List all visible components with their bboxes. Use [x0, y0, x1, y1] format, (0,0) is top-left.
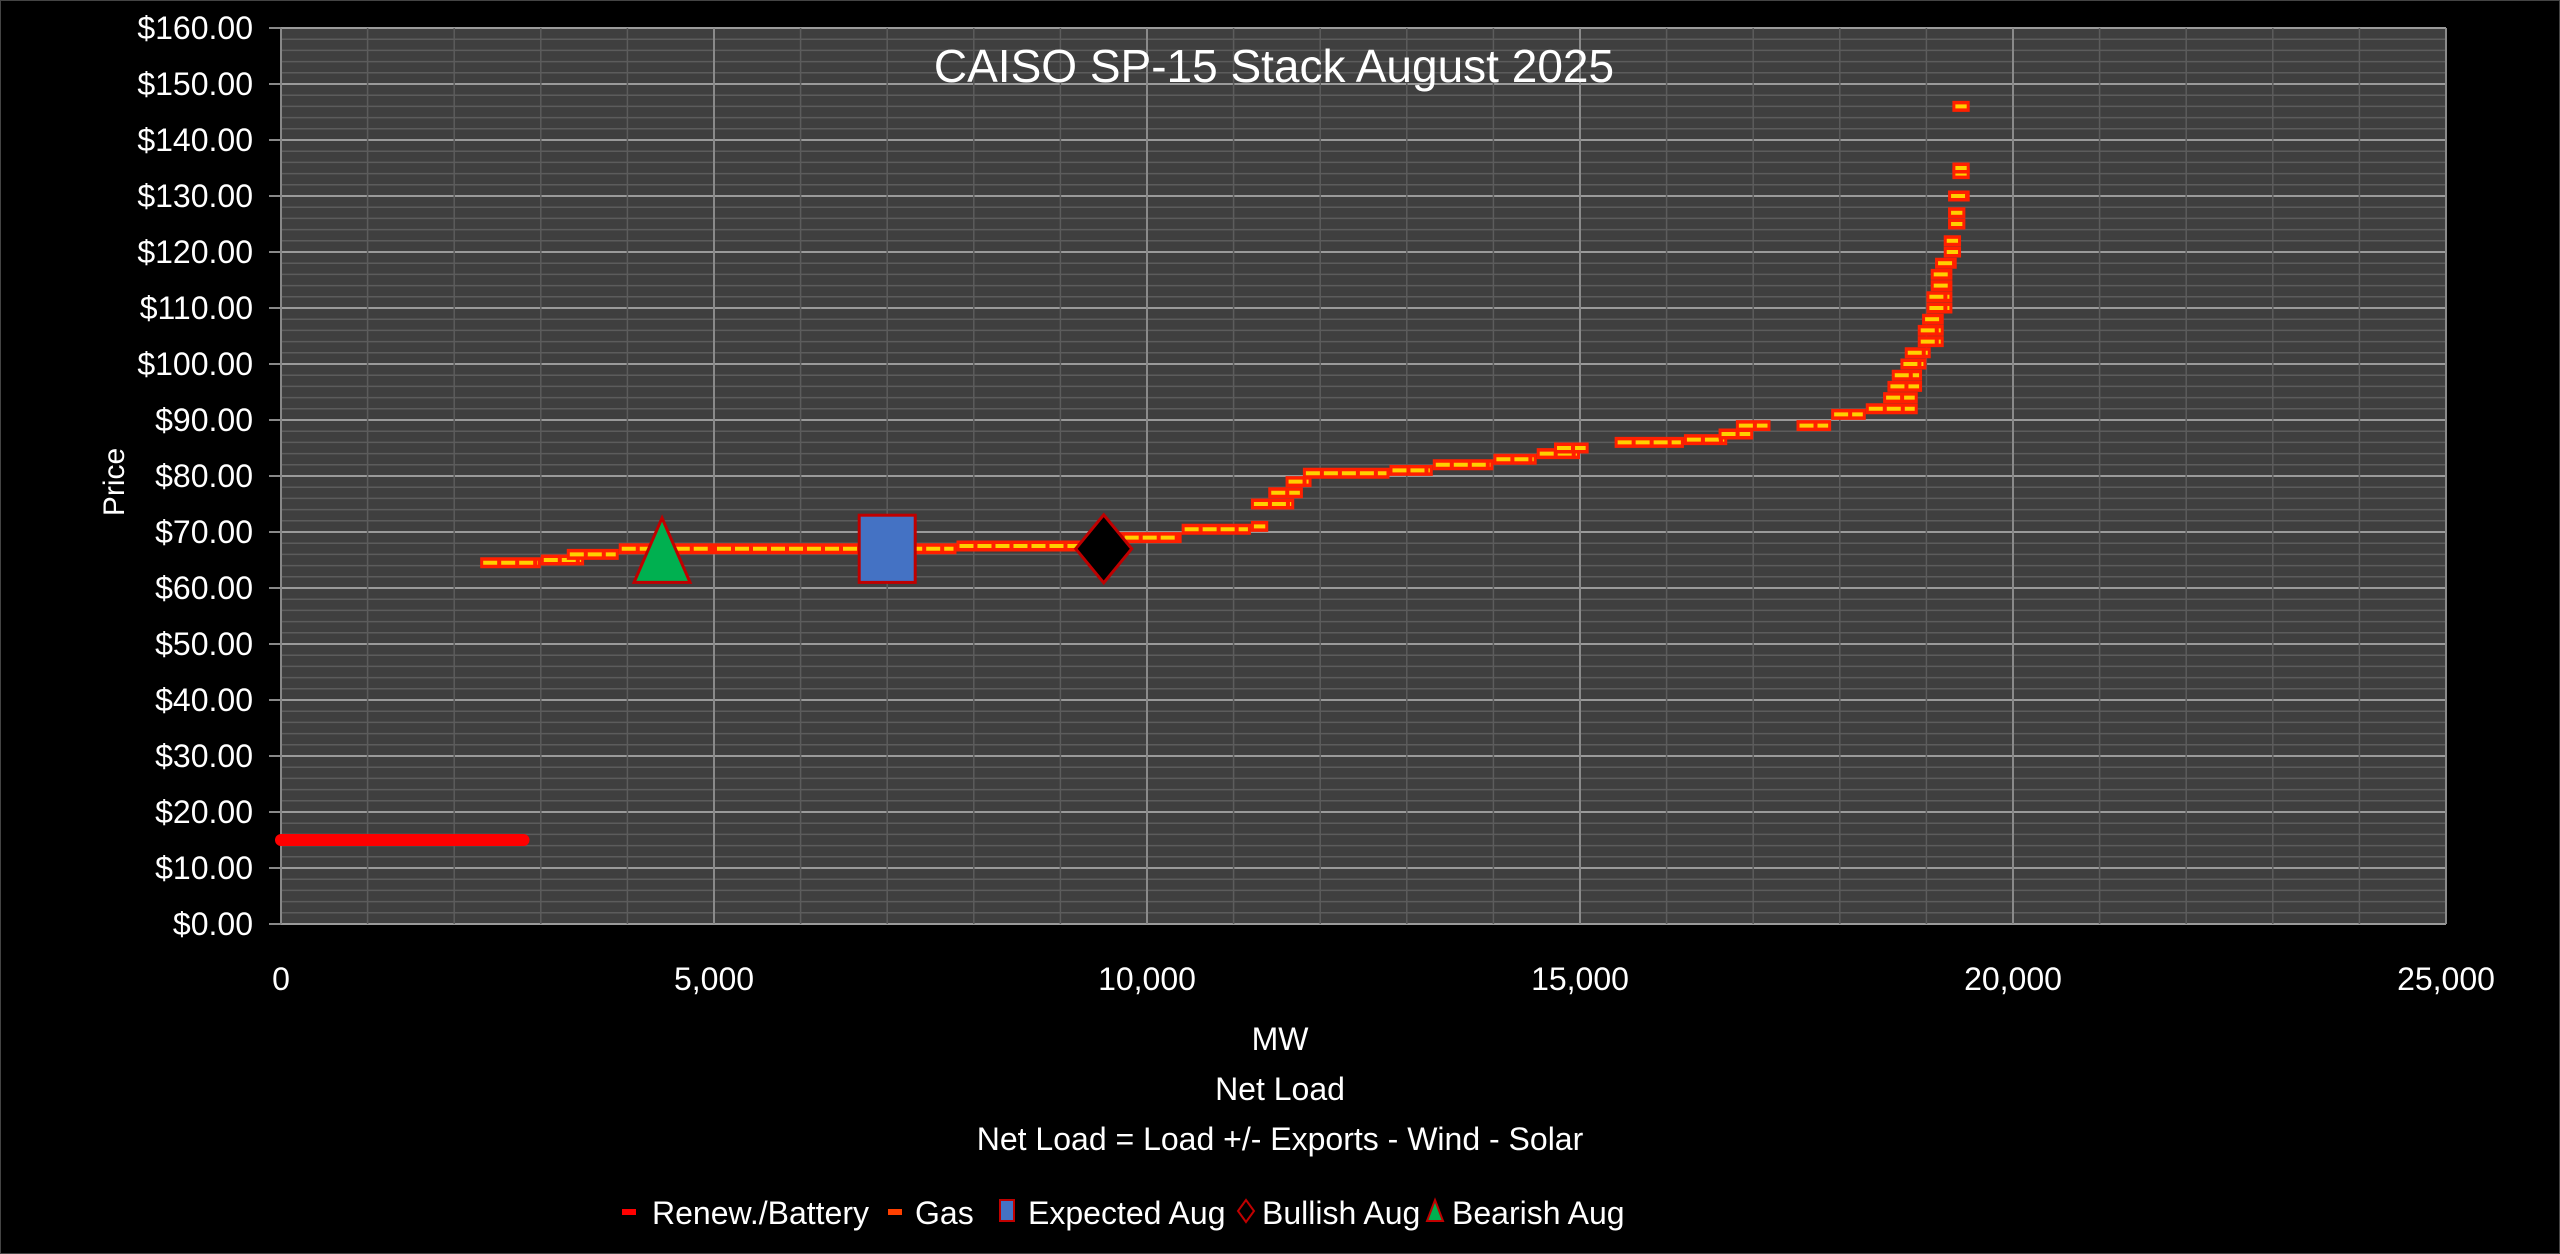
legend-gas-swatch	[888, 1209, 902, 1215]
y-tick-label: $140.00	[137, 122, 253, 158]
x-axis-label-net-load: Net Load	[1215, 1071, 1345, 1107]
y-tick-label: $80.00	[155, 458, 253, 494]
tick-labels: $0.00 $10.00 $20.00 $30.00 $40.00 $50.00 $60.0…	[137, 10, 2495, 997]
y-tick-label: $110.00	[140, 290, 253, 326]
legend-renew-label: Renew./Battery	[652, 1195, 869, 1231]
y-tick-label: $60.00	[155, 570, 253, 606]
x-tick-label: 5,000	[674, 961, 754, 997]
y-tick-label: $10.00	[155, 850, 253, 886]
y-tick-label: $90.00	[155, 402, 253, 438]
y-tick-label: $150.00	[137, 66, 253, 102]
y-tick-label: $20.00	[155, 794, 253, 830]
bearish-aug-marker	[631, 514, 693, 584]
y-tick-label: $160.00	[137, 10, 253, 46]
bullish-aug-marker	[1073, 512, 1134, 586]
gridlines	[280, 27, 2447, 925]
legend-bearish-label: Bearish Aug	[1452, 1195, 1625, 1231]
x-tick-label: 10,000	[1098, 961, 1196, 997]
y-tick-label: $30.00	[155, 738, 253, 774]
y-tick-label: $120.00	[137, 234, 253, 270]
y-tick-label: $100.00	[137, 346, 253, 382]
x-tick-label: 25,000	[2397, 961, 2495, 997]
y-axis-label: Price	[98, 448, 131, 516]
x-tick-label: 15,000	[1531, 961, 1629, 997]
legend-bullish-label: Bullish Aug	[1262, 1195, 1420, 1231]
y-tick-label: $0.00	[173, 906, 253, 942]
legend: Renew./Battery Gas Expected Aug Bullish …	[622, 1195, 1625, 1231]
y-tick-label: $130.00	[137, 178, 253, 214]
expected-aug-marker	[857, 513, 917, 584]
legend-expected-swatch	[999, 1199, 1015, 1222]
chart-title: CAISO SP-15 Stack August 2025	[934, 40, 1614, 92]
legend-bullish-swatch	[1236, 1198, 1256, 1224]
x-tick-label: 20,000	[1964, 961, 2062, 997]
y-tick-label: $50.00	[155, 626, 253, 662]
x-axis-label-formula: Net Load = Load +/- Exports - Wind - Sol…	[977, 1121, 1584, 1157]
y-tick-label: $70.00	[155, 514, 253, 550]
legend-bearish-swatch	[1425, 1197, 1445, 1222]
legend-renew-swatch	[622, 1209, 636, 1215]
legend-gas-label: Gas	[915, 1195, 974, 1231]
legend-expected-label: Expected Aug	[1028, 1195, 1225, 1231]
x-tick-label: 0	[272, 961, 290, 997]
y-tick-label: $40.00	[155, 682, 253, 718]
data-marks	[275, 100, 1970, 846]
x-axis-label-mw: MW	[1252, 1021, 1310, 1057]
